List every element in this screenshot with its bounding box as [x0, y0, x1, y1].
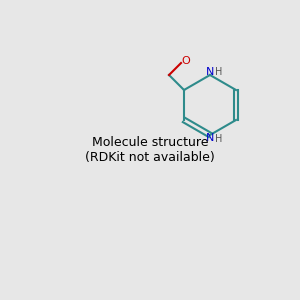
- Text: H: H: [215, 134, 223, 145]
- Text: H: H: [215, 67, 223, 77]
- Text: Molecule structure
(RDKit not available): Molecule structure (RDKit not available): [85, 136, 215, 164]
- Text: N: N: [206, 133, 214, 143]
- Text: O: O: [181, 56, 190, 67]
- Text: N: N: [206, 67, 214, 77]
